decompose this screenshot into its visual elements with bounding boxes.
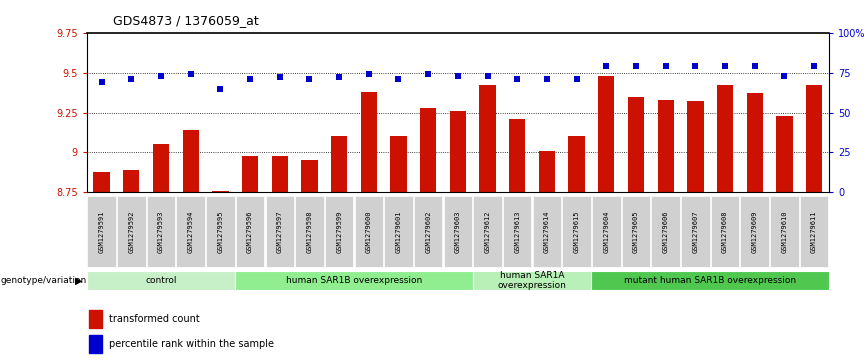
Bar [444,196,472,267]
Bar [681,196,710,267]
Bar [473,196,502,267]
Text: human SAR1A
overexpression: human SAR1A overexpression [497,271,567,290]
Text: GDS4873 / 1376059_at: GDS4873 / 1376059_at [113,15,259,28]
Bar [295,196,324,267]
Bar [301,160,318,192]
Bar [212,191,228,192]
Bar [591,271,829,290]
Text: GSM1279604: GSM1279604 [603,210,609,253]
Text: GSM1279602: GSM1279602 [425,210,431,253]
Text: GSM1279613: GSM1279613 [514,210,520,253]
Bar [539,151,556,192]
Text: GSM1279611: GSM1279611 [811,210,817,253]
Bar [414,196,443,267]
Bar [740,196,769,267]
Text: GSM1279595: GSM1279595 [217,210,223,253]
Bar [88,196,116,267]
Bar [598,76,615,192]
Text: GSM1279614: GSM1279614 [544,210,550,253]
Text: GSM1279593: GSM1279593 [158,210,164,253]
Text: mutant human SAR1B overexpression: mutant human SAR1B overexpression [624,276,796,285]
Bar [325,196,353,267]
Text: GSM1279597: GSM1279597 [277,210,283,253]
Bar [746,93,763,192]
Bar [562,196,591,267]
Bar [117,196,146,267]
Bar [628,97,644,192]
Text: GSM1279612: GSM1279612 [484,210,490,253]
Bar [385,196,413,267]
Bar [360,92,377,192]
Bar [266,196,294,267]
Text: GSM1279598: GSM1279598 [306,210,312,253]
Text: GSM1279592: GSM1279592 [128,210,135,253]
Bar [450,111,466,192]
Text: percentile rank within the sample: percentile rank within the sample [108,339,273,349]
Bar [799,196,828,267]
Text: GSM1279594: GSM1279594 [187,210,194,253]
Bar [503,196,531,267]
Bar [87,271,235,290]
Bar [770,196,799,267]
Text: GSM1279599: GSM1279599 [336,210,342,253]
Bar [420,108,437,192]
Bar [657,100,674,192]
Bar [176,196,205,267]
Bar [354,196,383,267]
Bar [717,85,733,192]
Text: human SAR1B overexpression: human SAR1B overexpression [286,276,422,285]
Text: GSM1279600: GSM1279600 [365,210,372,253]
Bar [533,196,562,267]
Bar [153,144,169,192]
Bar [711,196,740,267]
Bar [147,196,175,267]
Bar [509,119,525,192]
Text: genotype/variation: genotype/variation [1,276,87,285]
Bar [776,116,792,192]
Bar [621,196,650,267]
Bar [272,156,288,192]
Text: GSM1279596: GSM1279596 [247,210,253,253]
Bar [391,136,407,192]
Bar [123,170,140,192]
Text: GSM1279601: GSM1279601 [396,210,402,253]
Bar [89,310,102,328]
Text: control: control [145,276,177,285]
Bar [651,196,680,267]
Bar [206,196,234,267]
Bar [806,85,822,192]
Bar [94,172,110,192]
Text: GSM1279605: GSM1279605 [633,210,639,253]
Text: GSM1279615: GSM1279615 [574,210,580,253]
Text: GSM1279610: GSM1279610 [781,210,787,253]
Bar [182,130,199,192]
Text: transformed count: transformed count [108,314,200,324]
Bar [479,85,496,192]
Bar [235,271,473,290]
Bar [569,136,585,192]
Bar [331,136,347,192]
Text: GSM1279608: GSM1279608 [722,210,728,253]
Bar [89,335,102,353]
Text: GSM1279591: GSM1279591 [99,210,105,253]
Text: GSM1279603: GSM1279603 [455,210,461,253]
Bar [592,196,621,267]
Text: ▶: ▶ [75,276,82,285]
Bar [687,101,704,192]
Bar [473,271,591,290]
Text: GSM1279606: GSM1279606 [662,210,668,253]
Bar [242,156,259,192]
Text: GSM1279609: GSM1279609 [752,210,758,253]
Text: GSM1279607: GSM1279607 [693,210,699,253]
Bar [236,196,265,267]
